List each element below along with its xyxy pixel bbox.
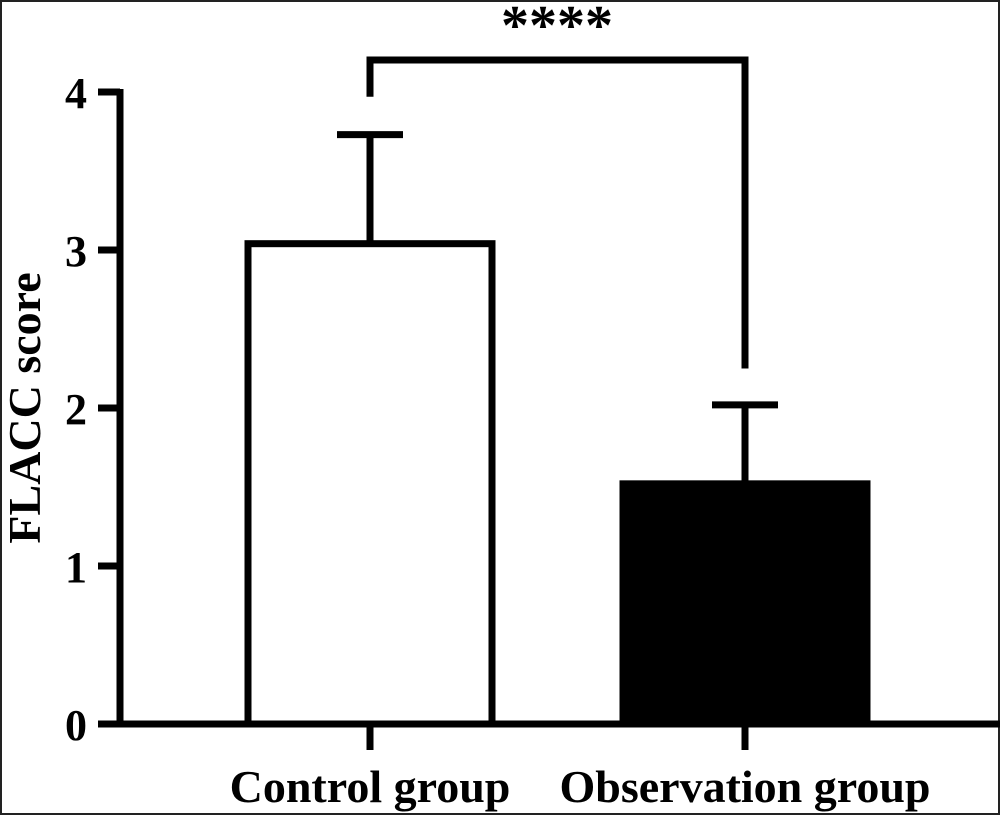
significance-label: **** (501, 0, 613, 57)
y-tick-label-1: 1 (65, 543, 87, 592)
category-label-control: Control group (230, 761, 511, 812)
y-tick-label-0: 0 (65, 701, 87, 750)
y-tick-label-4: 4 (65, 69, 87, 118)
category-label-observation: Observation group (559, 761, 930, 812)
bar-observation-group (619, 480, 871, 728)
bar-control-group (244, 240, 496, 728)
significance-bracket (366, 56, 749, 369)
y-tick-label-2: 2 (65, 385, 87, 434)
y-axis-label: FLACC score (0, 272, 50, 543)
y-tick-label-3: 3 (65, 227, 87, 276)
